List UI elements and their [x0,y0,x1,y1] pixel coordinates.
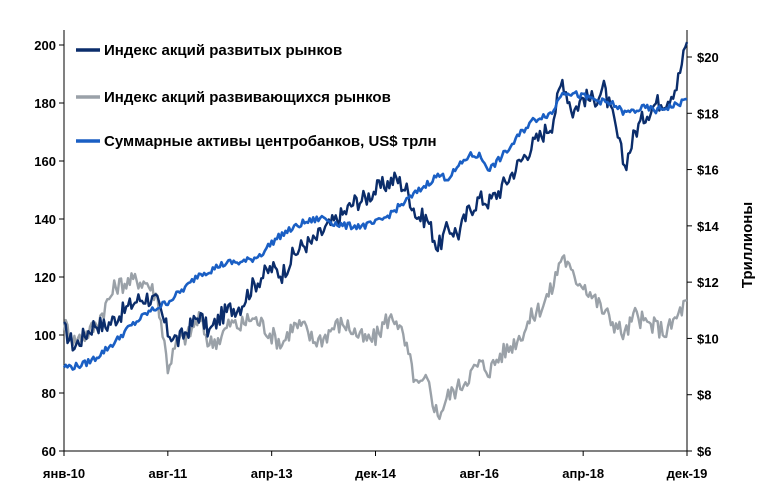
x-tick-label: апр-18 [562,466,604,481]
left-tick-label: 200 [34,38,56,53]
x-tick-label: дек-19 [667,466,708,481]
left-y-ticks: 60 80 100 120 140 160 180 200 [34,38,64,459]
legend-label: Индекс акций развивающихся рынков [104,89,391,106]
legend-label: Суммарные активы центробанков, US$ трлн [104,133,437,150]
right-tick-label: $12 [697,275,719,290]
right-tick-label: $18 [697,106,719,121]
left-tick-label: 80 [42,386,56,401]
left-tick-label: 160 [34,154,56,169]
right-tick-label: $6 [697,444,711,459]
left-tick-label: 140 [34,212,56,227]
x-tick-label: дек-14 [355,466,397,481]
x-tick-label: янв-10 [43,466,85,481]
series-line-2 [62,254,688,421]
series-line-1 [63,41,689,352]
right-tick-label: $16 [697,163,719,178]
right-tick-label: $8 [697,388,711,403]
x-tick-label: апр-13 [251,466,293,481]
x-ticks: янв-10 авг-11 апр-13 дек-14 авг-16 апр-18 дек-… [43,451,708,481]
right-tick-label: $10 [697,331,719,346]
x-tick-label: авг-16 [460,466,499,481]
left-tick-label: 100 [34,328,56,343]
left-tick-label: 120 [34,270,56,285]
right-tick-label: $14 [697,219,719,234]
legend: Индекс акций развитых рынков Индекс акций… [76,42,437,150]
right-y-ticks: $6 $8 $10 $12 $14 $16 $18 $20 [687,50,719,459]
x-tick-label: авг-11 [148,466,187,481]
series-layer [62,41,689,421]
series-line-3 [62,90,688,371]
left-tick-label: 60 [42,444,56,459]
legend-label: Индекс акций развитых рынков [104,42,342,59]
left-tick-label: 180 [34,96,56,111]
right-tick-label: $20 [697,50,719,65]
right-axis-title: Триллионы [739,202,756,288]
